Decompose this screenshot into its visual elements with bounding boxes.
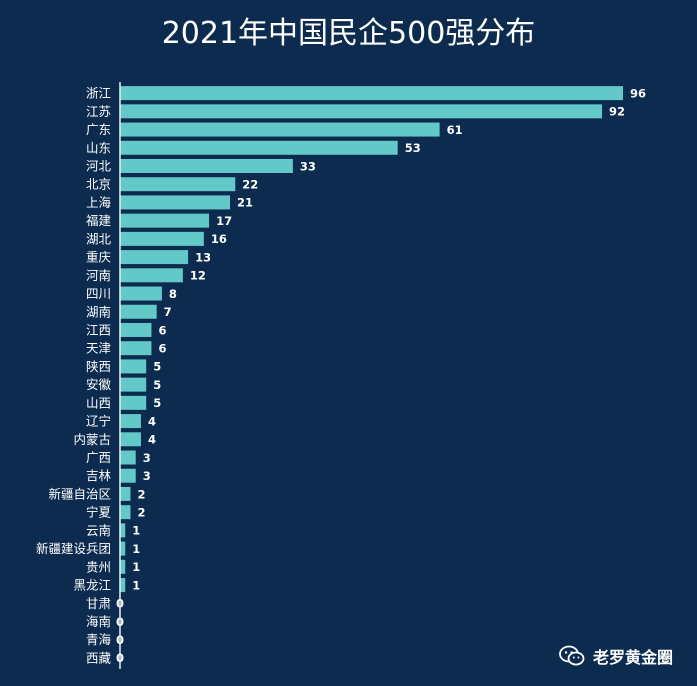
bar-24 bbox=[120, 523, 126, 538]
bar-9 bbox=[120, 250, 189, 265]
bar-10 bbox=[120, 268, 183, 283]
value-label: 5 bbox=[153, 360, 161, 374]
category-label: 云南 bbox=[86, 523, 111, 538]
category-label: 江苏 bbox=[86, 104, 111, 119]
bar-17 bbox=[120, 395, 147, 410]
bar-15 bbox=[120, 359, 147, 374]
bars-group bbox=[120, 86, 623, 593]
category-label: 辽宁 bbox=[86, 414, 111, 429]
bar-27 bbox=[120, 578, 126, 593]
wechat-icon bbox=[559, 645, 585, 666]
bar-8 bbox=[120, 231, 204, 246]
chart-title: 2021年中国民企500强分布 bbox=[161, 16, 536, 51]
category-label: 西藏 bbox=[86, 650, 112, 665]
bar-5 bbox=[120, 177, 236, 192]
category-label: 贵州 bbox=[86, 559, 111, 574]
bar-21 bbox=[120, 468, 136, 483]
category-label: 四川 bbox=[86, 286, 111, 301]
bar-14 bbox=[120, 341, 152, 356]
bar-12 bbox=[120, 304, 157, 319]
category-label: 安徽 bbox=[86, 377, 112, 392]
bar-22 bbox=[120, 486, 131, 501]
category-label: 黑龙江 bbox=[73, 578, 111, 593]
category-label: 甘肃 bbox=[86, 596, 111, 611]
value-label: 1 bbox=[132, 542, 140, 556]
category-label: 河北 bbox=[86, 158, 112, 173]
bar-2 bbox=[120, 122, 440, 137]
value-label: 33 bbox=[300, 159, 316, 173]
value-label: 96 bbox=[630, 86, 646, 100]
category-label: 湖北 bbox=[86, 231, 112, 246]
bar-20 bbox=[120, 450, 136, 465]
category-label: 北京 bbox=[86, 177, 111, 192]
category-label: 山东 bbox=[86, 140, 111, 155]
bar-23 bbox=[120, 505, 131, 520]
category-label: 上海 bbox=[86, 195, 112, 210]
value-label: 6 bbox=[158, 341, 166, 355]
value-label: 21 bbox=[237, 196, 253, 210]
category-label: 湖南 bbox=[86, 304, 111, 319]
bar-18 bbox=[120, 414, 141, 429]
value-label: 7 bbox=[164, 305, 172, 319]
category-label: 福建 bbox=[86, 213, 112, 228]
watermark: 老罗黄金圈 bbox=[559, 644, 673, 668]
bar-19 bbox=[120, 432, 141, 447]
value-label: 4 bbox=[148, 433, 156, 447]
value-label: 92 bbox=[609, 105, 625, 119]
value-label: 1 bbox=[132, 524, 140, 538]
category-label: 吉林 bbox=[86, 468, 112, 483]
category-label: 河南 bbox=[86, 268, 111, 283]
value-label: 61 bbox=[447, 123, 463, 137]
category-label: 广西 bbox=[86, 450, 111, 465]
value-label: 22 bbox=[242, 178, 258, 192]
value-label: 2 bbox=[137, 505, 145, 519]
value-label: 5 bbox=[153, 396, 161, 410]
category-label: 天津 bbox=[86, 341, 111, 356]
value-label: 5 bbox=[153, 378, 161, 392]
bar-1 bbox=[120, 104, 603, 119]
category-label: 浙江 bbox=[86, 86, 111, 101]
value-label: 17 bbox=[216, 214, 232, 228]
value-label: 6 bbox=[158, 323, 166, 337]
category-label: 宁夏 bbox=[86, 505, 112, 520]
category-labels: 浙江江苏广东山东河北北京上海福建湖北重庆河南四川湖南江西天津陕西安徽山西辽宁内蒙… bbox=[36, 86, 112, 666]
value-label: 53 bbox=[405, 141, 421, 155]
category-label: 内蒙古 bbox=[73, 432, 111, 447]
value-labels: 9692615333222117161312876655544332211110… bbox=[116, 86, 646, 665]
bar-16 bbox=[120, 377, 147, 392]
value-label: 3 bbox=[143, 451, 151, 465]
value-label: 16 bbox=[211, 232, 227, 246]
value-label: 1 bbox=[132, 578, 140, 592]
bar-11 bbox=[120, 286, 162, 301]
category-label: 陕西 bbox=[86, 359, 111, 374]
category-label: 海南 bbox=[86, 614, 111, 629]
watermark-text: 老罗黄金圈 bbox=[592, 648, 673, 667]
value-label: 1 bbox=[132, 560, 140, 574]
bar-26 bbox=[120, 559, 126, 574]
value-label: 13 bbox=[195, 250, 211, 264]
value-label: 3 bbox=[143, 469, 151, 483]
bar-13 bbox=[120, 322, 152, 337]
bar-6 bbox=[120, 195, 231, 210]
bar-4 bbox=[120, 158, 293, 173]
category-label: 重庆 bbox=[86, 250, 112, 265]
category-label: 广东 bbox=[86, 122, 111, 137]
value-label: 2 bbox=[137, 487, 145, 501]
category-label: 新疆自治区 bbox=[48, 486, 111, 501]
bar-25 bbox=[120, 541, 126, 556]
bar-3 bbox=[120, 140, 398, 155]
category-label: 山西 bbox=[86, 395, 111, 410]
bar-7 bbox=[120, 213, 210, 228]
value-label: 8 bbox=[169, 287, 177, 301]
category-label: 青海 bbox=[86, 632, 112, 647]
bar-0 bbox=[120, 86, 623, 101]
category-label: 江西 bbox=[86, 322, 111, 337]
category-label: 新疆建设兵团 bbox=[36, 541, 111, 556]
value-label: 4 bbox=[148, 414, 156, 428]
value-label: 12 bbox=[190, 269, 206, 283]
